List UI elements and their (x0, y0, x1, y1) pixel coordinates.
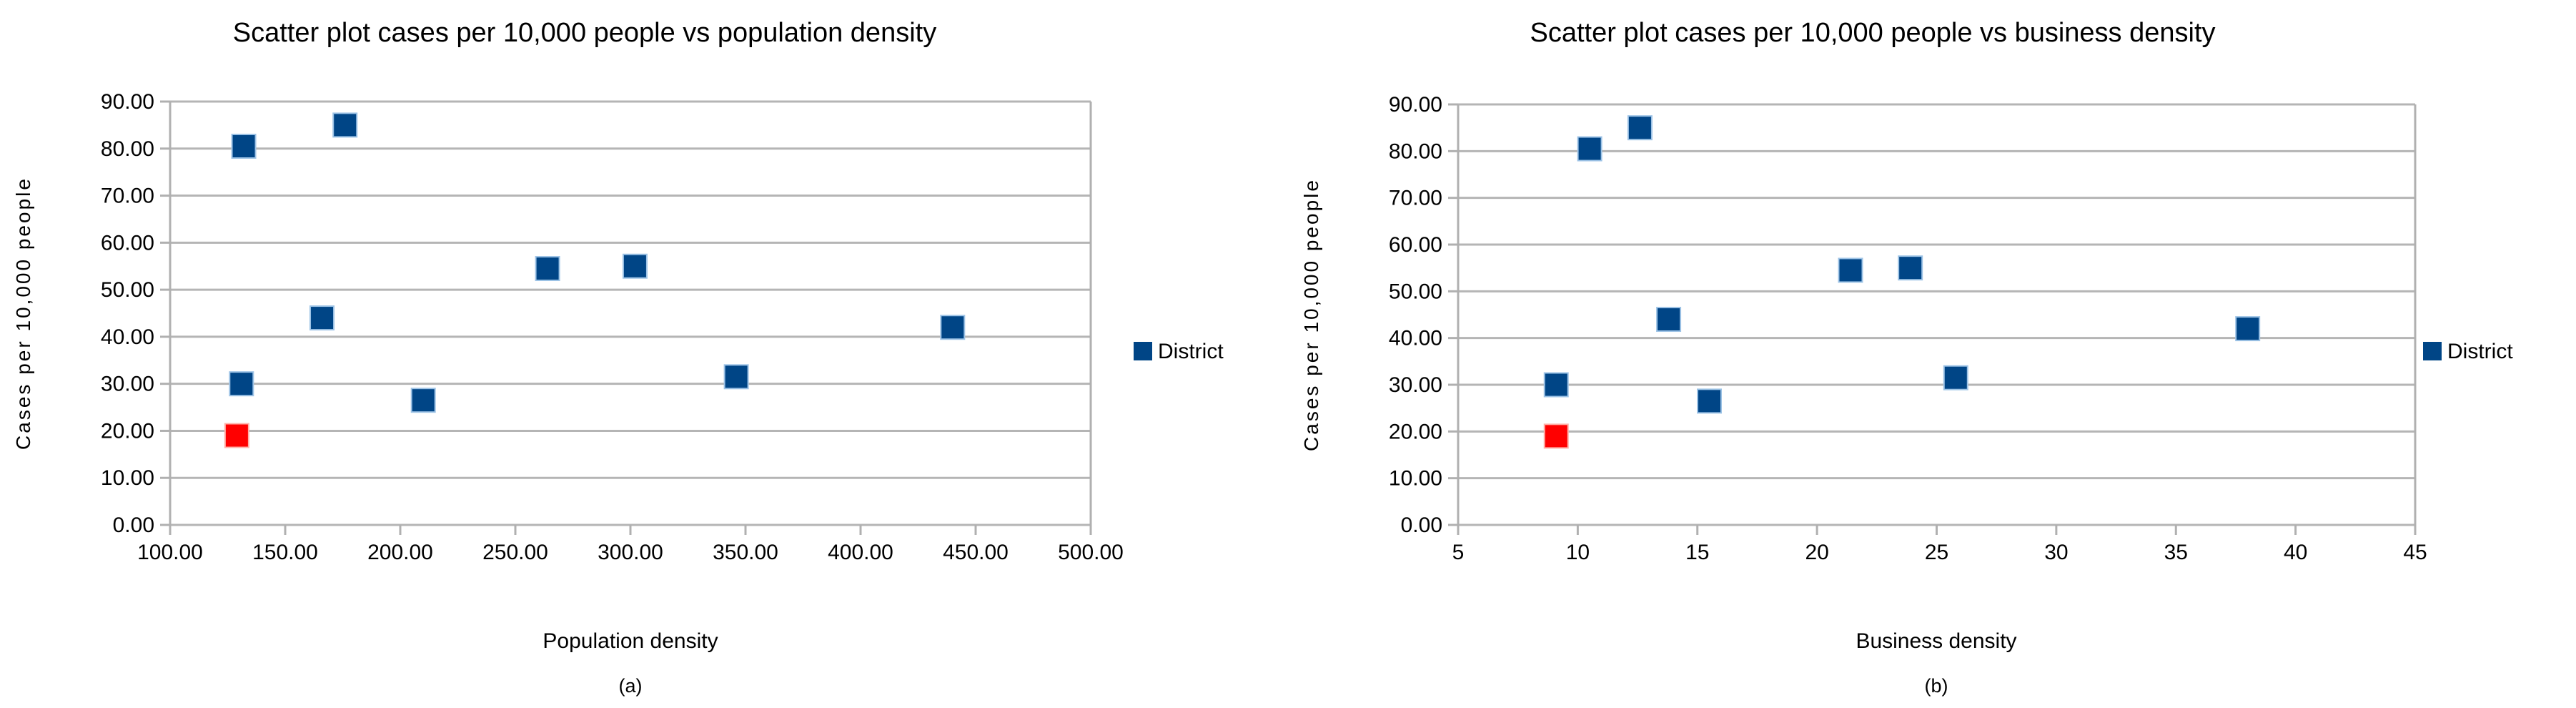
x-tick-label: 500.00 (1058, 541, 1124, 564)
x-tick-label: 45 (2403, 541, 2427, 564)
data-point (2235, 316, 2261, 342)
data-point (1898, 255, 1923, 281)
y-tick-label: 50.00 (1389, 280, 1442, 303)
y-tick-label: 80.00 (101, 137, 154, 161)
x-tick-label: 250.00 (482, 541, 548, 564)
x-tick-label: 25 (1925, 541, 1948, 564)
data-point (940, 315, 966, 340)
plot-area: 0.00 10.00 20.00 30.00 40.00 50.00 60.00 70.00 8… (1389, 93, 2427, 564)
y-tick-label: 90.00 (101, 90, 154, 114)
x-tick-label: 450.00 (943, 541, 1009, 564)
x-tick-label: 30 (2044, 541, 2068, 564)
x-tick-label: 150.00 (252, 541, 318, 564)
data-point (723, 364, 749, 390)
data-point (231, 133, 257, 159)
y-tick-label: 80.00 (1389, 139, 1442, 163)
x-axis-title: Business density (1856, 629, 2016, 653)
y-tick-label: 60.00 (1389, 233, 1442, 257)
data-point (229, 371, 254, 397)
x-tick-label: 200.00 (367, 541, 433, 564)
y-tick-label: 60.00 (101, 231, 154, 255)
x-tick-label: 10 (1566, 541, 1590, 564)
y-axis-title: Cases per 10,000 people (1300, 178, 1322, 451)
x-tick-label: 40 (2284, 541, 2307, 564)
chart-title: Scatter plot cases per 10,000 people vs … (1530, 18, 2215, 48)
chart-panel-b: 0.00 10.00 20.00 30.00 40.00 50.00 60.00 70.00 8… (1288, 0, 2576, 708)
y-tick-label: 0.00 (1401, 513, 1442, 537)
data-point (332, 112, 358, 138)
y-tick-label: 10.00 (101, 466, 154, 490)
y-tick-label: 30.00 (1389, 373, 1442, 397)
data-point (309, 305, 335, 331)
y-tick-label: 40.00 (101, 325, 154, 349)
x-tick-label: 15 (1685, 541, 1709, 564)
x-tick-label: 300.00 (598, 541, 663, 564)
x-axis-title: Population density (543, 629, 718, 653)
legend-marker-icon (1134, 342, 1152, 360)
y-tick-label: 70.00 (101, 185, 154, 208)
panel-caption: (b) (1925, 675, 1948, 697)
legend-label: District (2447, 340, 2513, 363)
y-tick-label: 20.00 (101, 419, 154, 443)
data-point (1656, 307, 1682, 333)
chart-panel-a: 0.00 10.00 20.00 30.00 40.00 50.00 60.00 70.00 8… (12, 18, 1224, 697)
scatter-chart-business-density: 0.00 10.00 20.00 30.00 40.00 50.00 60.00 70.00 8… (1300, 18, 2513, 697)
x-tick-label: 350.00 (713, 541, 778, 564)
plot-area: 0.00 10.00 20.00 30.00 40.00 50.00 60.00 70.00 8… (101, 90, 1124, 564)
y-axis-title: Cases per 10,000 people (12, 177, 34, 450)
data-point (1943, 365, 1968, 390)
data-point-highlighted (1543, 423, 1569, 449)
y-tick-label: 70.00 (1389, 187, 1442, 210)
x-tick-label: 100.00 (137, 541, 203, 564)
data-point (1543, 372, 1569, 398)
scatter-chart-population-density: 0.00 10.00 20.00 30.00 40.00 50.00 60.00 70.00 8… (12, 18, 1224, 697)
y-tick-label: 90.00 (1389, 93, 1442, 117)
data-point (622, 253, 648, 279)
data-point (1696, 388, 1722, 414)
y-tick-label: 50.00 (101, 278, 154, 302)
data-point (410, 388, 436, 413)
y-tick-label: 0.00 (113, 513, 154, 537)
data-point (1577, 136, 1602, 162)
y-tick-label: 30.00 (101, 373, 154, 396)
legend-marker-icon (2423, 342, 2442, 360)
data-point-highlighted (224, 423, 249, 448)
legend-label: District (1158, 340, 1224, 363)
y-tick-label: 40.00 (1389, 327, 1442, 350)
y-tick-label: 20.00 (1389, 420, 1442, 443)
data-point (1627, 115, 1653, 141)
y-tick-label: 10.00 (1389, 467, 1442, 491)
data-point (535, 256, 560, 282)
data-point (1838, 257, 1863, 283)
panel-caption: (a) (619, 675, 643, 697)
x-tick-label: 5 (1452, 541, 1465, 564)
x-tick-label: 20 (1805, 541, 1828, 564)
x-tick-label: 35 (2164, 541, 2188, 564)
x-tick-label: 400.00 (828, 541, 893, 564)
chart-title: Scatter plot cases per 10,000 people vs … (233, 18, 936, 48)
